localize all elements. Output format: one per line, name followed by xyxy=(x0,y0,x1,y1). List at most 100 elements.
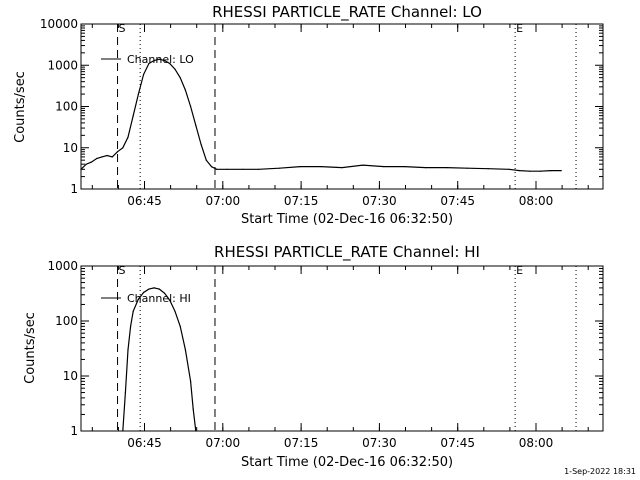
data-point xyxy=(404,166,406,168)
data-point xyxy=(341,167,343,169)
data-point xyxy=(158,58,160,60)
data-point xyxy=(192,408,194,410)
data-point xyxy=(116,151,119,153)
data-point xyxy=(195,124,197,126)
data-series xyxy=(122,287,197,432)
y-axis-label: Counts/sec xyxy=(23,312,38,384)
x-tick-label: 06:45 xyxy=(127,194,162,208)
x-tick-label: 07:30 xyxy=(362,194,397,208)
data-point xyxy=(205,159,207,161)
data-point xyxy=(158,288,160,290)
data-point xyxy=(90,161,92,163)
y-tick-label: 1 xyxy=(70,424,78,438)
x-axis-ticks: 06:45 07:00 07:15 07:30 07:45 08:00 xyxy=(91,266,589,450)
x-tick-label: 07:45 xyxy=(440,194,475,208)
data-point xyxy=(184,89,186,91)
data-point xyxy=(101,156,103,158)
data-point xyxy=(179,325,181,327)
plot-frame xyxy=(80,23,604,190)
y-axis-ticks: 1 10 100 1000 xyxy=(47,259,603,438)
series-line xyxy=(80,58,562,172)
data-point xyxy=(122,147,124,149)
data-point xyxy=(174,310,176,312)
data-point xyxy=(148,62,150,65)
x-tick-label: 08:00 xyxy=(519,436,554,450)
data-point xyxy=(132,310,134,312)
data-point xyxy=(257,168,260,170)
x-tick-label: 07:00 xyxy=(206,194,241,208)
data-point xyxy=(143,291,145,294)
data-point xyxy=(124,392,126,394)
data-point xyxy=(153,59,155,62)
data-point xyxy=(200,143,202,146)
chart-title: RHESSI PARTICLE_RATE Channel: HI xyxy=(214,243,480,262)
data-point xyxy=(137,93,139,95)
data-point xyxy=(169,299,171,301)
y-tick-label: 1 xyxy=(70,182,78,196)
data-point xyxy=(163,59,166,62)
x-tick-label: 07:15 xyxy=(284,436,319,450)
legend-label: Channel: HI xyxy=(127,292,191,305)
y-axis-ticks: 1 10 100 1000 10000 xyxy=(40,17,603,196)
data-point xyxy=(174,68,176,70)
data-point xyxy=(127,136,129,138)
y-tick-label: 10000 xyxy=(40,17,78,31)
y-tick-label: 1000 xyxy=(47,58,78,72)
data-point xyxy=(320,166,322,168)
y-tick-label: 10 xyxy=(63,369,78,383)
x-tick-label: 07:45 xyxy=(440,436,475,450)
data-point xyxy=(179,77,181,79)
data-point xyxy=(362,164,364,166)
data-point xyxy=(383,166,385,168)
data-point xyxy=(184,349,186,351)
data-point xyxy=(127,349,129,351)
x-axis-label: Start Time (02-Dec-16 06:32:50) xyxy=(241,455,453,470)
data-point xyxy=(424,167,427,169)
data-point xyxy=(190,380,192,382)
data-point xyxy=(299,166,301,168)
x-axis-label: Start Time (02-Dec-16 06:32:50) xyxy=(241,212,453,227)
legend: Channel: HI xyxy=(101,292,191,305)
data-point xyxy=(216,168,218,170)
data-point xyxy=(226,168,228,170)
marker-label: S xyxy=(119,22,126,35)
legend-label: Channel: LO xyxy=(127,53,194,66)
data-point xyxy=(122,430,124,432)
y-axis-label: Counts/sec xyxy=(13,71,28,143)
data-point xyxy=(466,167,468,169)
y-tick-label: 10 xyxy=(63,141,78,155)
data-point xyxy=(242,168,244,170)
data-point xyxy=(132,115,134,117)
data-point xyxy=(550,170,552,172)
data-point xyxy=(96,157,98,160)
x-tick-label: 08:00 xyxy=(519,194,554,208)
data-series xyxy=(80,58,562,172)
data-point xyxy=(163,292,166,294)
data-point xyxy=(529,170,531,172)
marker-label: E xyxy=(516,22,523,35)
marker-label: S xyxy=(119,264,126,277)
data-point xyxy=(169,62,171,65)
data-point xyxy=(560,170,562,172)
x-tick-label: 07:30 xyxy=(362,436,397,450)
y-tick-label: 100 xyxy=(55,100,78,114)
legend: Channel: LO xyxy=(101,53,194,66)
data-point xyxy=(518,170,521,172)
data-point xyxy=(210,166,213,168)
data-point xyxy=(508,168,510,170)
data-point xyxy=(80,168,82,170)
data-point xyxy=(148,288,150,290)
x-tick-label: 06:45 xyxy=(127,436,162,450)
plot-frame xyxy=(80,265,604,432)
x-axis-ticks: 06:45 07:00 07:15 07:30 07:45 08:00 xyxy=(91,24,589,208)
x-tick-label: 07:00 xyxy=(206,436,241,450)
chart-title: RHESSI PARTICLE_RATE Channel: LO xyxy=(212,3,482,22)
data-point xyxy=(85,163,87,165)
data-point xyxy=(106,154,108,157)
marker-label: E xyxy=(516,264,523,277)
